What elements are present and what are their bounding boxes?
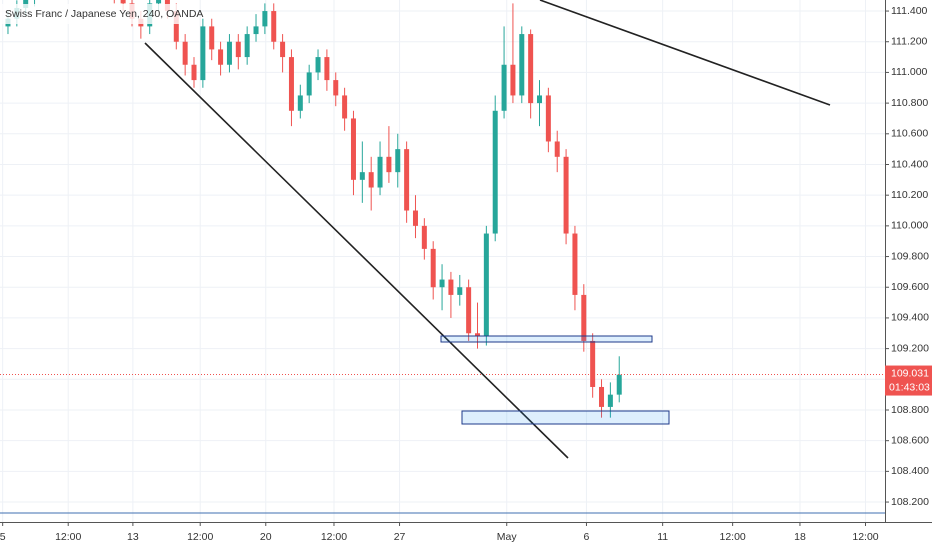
y-tick-label: 109.200 [891,342,929,354]
candle-body [483,233,489,337]
x-tick-label: 11 [657,531,668,543]
candle-body [342,95,348,119]
candle-body [448,279,454,295]
candle-body [581,294,587,341]
x-tick-label: 12:00 [321,531,347,543]
x-tick-label: 27 [394,531,406,543]
x-tick-label: 12:00 [187,531,213,543]
candle-body [457,287,463,295]
y-tick-label: 111.200 [891,36,928,48]
y-tick-label: 110.200 [891,189,928,201]
x-tick-label: 12:00 [852,531,878,543]
candle-body [412,210,418,226]
candle-body [200,26,206,81]
y-tick-label: 110.000 [891,220,928,232]
y-tick-label: 111.400 [891,5,928,17]
candle-body [466,287,472,334]
candle-body [191,64,197,81]
y-tick-label: 108.600 [891,434,929,446]
candle-body [324,57,330,81]
candle-body [537,95,543,104]
candle-body [607,394,613,407]
x-tick-label: 13 [127,531,139,543]
y-tick-label: 110.800 [891,97,928,109]
y-tick-label: 108.200 [891,496,929,508]
x-tick-label: 12:00 [55,531,81,543]
time-axis [0,522,932,550]
y-tick-label: 109.800 [891,250,929,262]
candle-body [404,149,410,211]
candle-body [262,11,268,27]
candle-body [23,0,29,8]
y-tick-label: 109.600 [891,281,929,293]
legend-bg [0,4,190,24]
candle-body [528,34,534,104]
price-axis [885,0,932,550]
candle-body [599,386,605,407]
candle-body [368,172,374,188]
y-tick-label: 110.600 [891,128,928,140]
candle-body [306,72,312,96]
candle-body [244,34,250,58]
y-tick-label: 108.800 [891,404,929,416]
last-price-label: 109.031 [891,367,929,379]
candle-body [501,64,507,111]
y-tick-label: 110.400 [891,158,928,170]
trend-line [539,0,831,106]
last-price-box [885,365,932,396]
countdown-label: 01:43:03 [889,381,930,393]
x-tick-label: 20 [260,531,272,543]
candle-body [173,11,179,42]
candle-body [288,57,294,111]
candle-body [430,248,436,288]
candle-body [226,41,232,65]
candle-body [545,95,551,142]
candle-body [350,118,356,180]
candle-body [377,156,383,188]
candle-body [395,149,401,173]
candle-body [182,41,188,65]
candle-body [492,110,498,234]
chart-title: Swiss Franc / Japanese Yen, 240, OANDA [5,8,203,20]
zone-rect [440,335,653,343]
candle-body [590,340,596,387]
candle-body [474,333,480,337]
candle-body [572,233,578,295]
candle-body [421,225,427,249]
candle-body [616,374,622,395]
zone-rect [461,410,670,425]
candle-body [235,41,241,58]
y-tick-label: 109.400 [891,312,929,324]
candle-body [333,80,339,96]
candle-body [519,34,525,96]
candle-body [386,156,392,173]
x-tick-label: 5 [0,531,6,543]
candle-body [209,26,215,50]
x-tick-label: 6 [584,531,590,543]
candle-body [218,49,224,65]
candle-body [554,141,560,157]
y-tick-label: 108.400 [891,465,929,477]
candle-body [510,64,516,96]
trend-line [144,42,569,459]
candle-body [156,0,162,4]
y-tick-label: 111.000 [891,66,928,78]
candle-body [439,279,445,288]
x-tick-label: 12:00 [719,531,745,543]
candle-body [315,57,321,73]
candle-body [253,26,259,35]
candle-body [271,11,277,42]
candle-body [297,95,303,111]
x-tick-label: May [497,531,518,543]
candle-body [563,156,569,234]
candle-body [359,172,365,180]
candle-body [120,0,126,4]
x-tick-label: 18 [794,531,806,543]
candle-body [280,41,286,58]
